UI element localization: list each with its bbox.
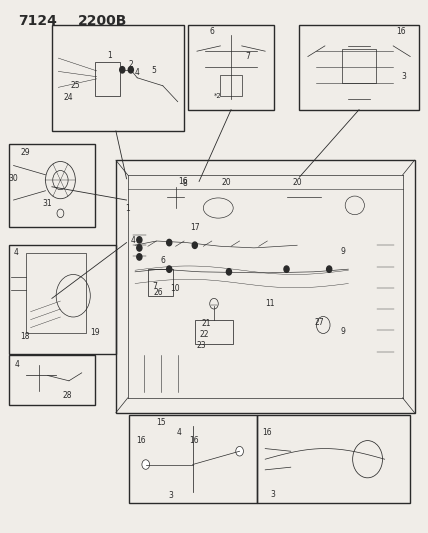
Text: 9: 9	[341, 327, 346, 336]
Bar	[9, 245, 116, 354]
Text: 11: 11	[265, 299, 274, 308]
Circle shape	[284, 266, 289, 272]
Text: 7: 7	[153, 282, 158, 291]
Text: 19: 19	[91, 328, 100, 337]
Text: 18: 18	[21, 332, 30, 341]
Text: 7: 7	[246, 52, 250, 61]
Text: 8: 8	[183, 179, 187, 188]
Text: 26: 26	[153, 288, 163, 297]
Text: 9: 9	[341, 247, 346, 256]
Text: 2: 2	[128, 60, 133, 69]
Text: 4: 4	[135, 68, 140, 77]
Text: *2: *2	[214, 93, 221, 99]
Text: 4: 4	[15, 360, 19, 369]
Text: 7124: 7124	[18, 14, 56, 28]
Text: 27: 27	[315, 318, 324, 327]
Bar	[342, 49, 376, 83]
Text: 16: 16	[178, 177, 187, 186]
Text: 1: 1	[125, 204, 130, 213]
Text: 20: 20	[222, 178, 232, 187]
Text: 1: 1	[107, 52, 112, 60]
Bar	[195, 320, 233, 344]
Text: 10: 10	[170, 284, 180, 293]
Circle shape	[327, 266, 332, 272]
Circle shape	[128, 67, 134, 73]
Bar	[148, 269, 173, 296]
Bar	[129, 415, 257, 503]
Text: 4: 4	[131, 236, 135, 245]
Bar	[188, 25, 274, 110]
Text: 6: 6	[209, 27, 214, 36]
Text: 20: 20	[292, 178, 302, 187]
Circle shape	[226, 269, 232, 275]
Text: 24: 24	[63, 93, 73, 102]
Circle shape	[192, 242, 197, 248]
Bar	[9, 356, 95, 405]
Text: 15: 15	[156, 418, 166, 427]
Text: 16: 16	[137, 437, 146, 446]
Bar	[299, 25, 419, 110]
Text: 30: 30	[9, 174, 18, 183]
Text: 29: 29	[21, 148, 30, 157]
Circle shape	[166, 266, 172, 272]
Circle shape	[137, 245, 142, 251]
Text: 4: 4	[13, 248, 18, 257]
Circle shape	[142, 460, 149, 470]
Text: 3: 3	[270, 489, 275, 498]
Bar	[52, 25, 184, 131]
Text: 21: 21	[202, 319, 211, 328]
Text: 16: 16	[262, 428, 272, 437]
Text: 6: 6	[160, 256, 165, 264]
Text: 22: 22	[199, 329, 208, 338]
Text: 25: 25	[71, 81, 80, 90]
Text: 2200B: 2200B	[77, 14, 127, 28]
Circle shape	[137, 254, 142, 260]
Text: 17: 17	[190, 223, 199, 232]
Text: 3: 3	[168, 490, 173, 499]
Circle shape	[137, 237, 142, 243]
Text: 16: 16	[189, 437, 199, 446]
Text: 16: 16	[396, 27, 406, 36]
Text: 4: 4	[177, 428, 181, 437]
Text: 3: 3	[401, 71, 406, 80]
Circle shape	[236, 447, 244, 456]
Text: 5: 5	[151, 67, 156, 75]
Text: 23: 23	[197, 341, 207, 350]
Text: 31: 31	[43, 199, 53, 208]
Bar	[116, 160, 414, 413]
Bar	[26, 253, 86, 333]
Bar	[220, 75, 242, 96]
Circle shape	[166, 239, 172, 246]
Bar	[257, 415, 410, 503]
Bar	[95, 62, 120, 96]
Text: 28: 28	[62, 391, 71, 400]
Bar	[9, 144, 95, 227]
Circle shape	[120, 67, 125, 73]
